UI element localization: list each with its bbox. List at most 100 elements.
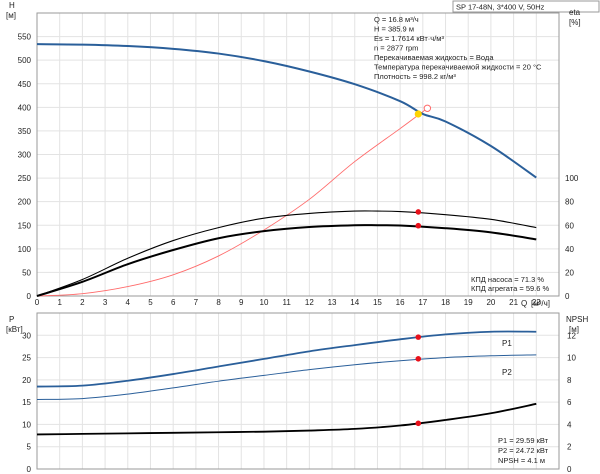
- operating-point-marker: [414, 110, 422, 118]
- npsh-axis-unit: [м]: [569, 325, 579, 334]
- x-tick-label: 18: [441, 298, 450, 307]
- x-tick-label: 20: [486, 298, 495, 307]
- unit-efficiency-curve: [36, 224, 537, 297]
- x-tick-label: 12: [305, 298, 314, 307]
- h-tick-label: 550: [18, 33, 32, 42]
- h-axis-name: H: [9, 1, 15, 10]
- npsh-tick-label: 10: [567, 354, 576, 363]
- h-tick-label: 150: [18, 221, 32, 230]
- npsh-tick-label: 4: [567, 420, 572, 429]
- eta-axis-unit: [%]: [569, 18, 581, 27]
- x-tick-label: 15: [373, 298, 382, 307]
- info-line: Es = 1.7614 кВт·ч/м³: [374, 34, 444, 43]
- pump-efficiency-marker: [415, 209, 422, 215]
- bottom-chart-frame: [36, 312, 560, 470]
- duty-point-info: Q = 16.8 м³/ч H = 385.9 м Es = 1.7614 кВ…: [374, 15, 542, 81]
- h-tick-label: 500: [18, 56, 32, 65]
- npsh-tick-label: 0: [567, 465, 572, 474]
- h-tick-label: 200: [18, 198, 32, 207]
- bottom-chart-grid: [36, 313, 559, 470]
- eta-axis-name: eta: [569, 8, 581, 17]
- top-chart-ticks: 0 1 2 3 4 5 6 7 8 9 10 11 12 13 14 15 16 17 18 19 20 21 220501…: [18, 33, 579, 307]
- system-curve: [36, 107, 428, 297]
- eta-tick-label: 60: [565, 221, 574, 230]
- x-tick-label: 10: [260, 298, 269, 307]
- q-axis-name: Q: [521, 299, 527, 308]
- h-tick-label: 250: [18, 174, 32, 183]
- info-line: Температура перекачиваемой жидкости = 20…: [374, 63, 542, 72]
- h-tick-label: 450: [18, 80, 32, 89]
- header-title: SP 17-48N, 3*400 V, 50Hz: [456, 3, 545, 12]
- h-tick-label: 100: [18, 245, 32, 254]
- info-line: Q = 16.8 м³/ч: [374, 15, 419, 24]
- npsh-text: NPSH = 4.1 м: [498, 456, 545, 465]
- p1-series-label: P1: [502, 339, 512, 348]
- info-line: Плотность = 998.2 кг/м³: [374, 72, 456, 81]
- npsh-axis-name: NPSH: [566, 315, 588, 324]
- p1-text: P1 = 29.59 кВт: [498, 436, 549, 445]
- x-tick-label: 4: [126, 298, 131, 307]
- h-tick-label: 350: [18, 127, 32, 136]
- x-tick-label: 3: [103, 298, 108, 307]
- h-tick-label: 300: [18, 151, 32, 160]
- header-box: [452, 0, 600, 13]
- p-tick-label: 0: [27, 465, 32, 474]
- npsh-tick-label: 12: [567, 331, 576, 340]
- h-tick-label: 400: [18, 103, 32, 112]
- p-tick-label: 20: [22, 376, 31, 385]
- eta-tick-label: 100: [565, 174, 579, 183]
- p-tick-label: 5: [27, 443, 32, 452]
- h-tick-label: 50: [22, 268, 31, 277]
- p-tick-label: 30: [22, 331, 31, 340]
- q-axis-unit: [м³/ч]: [531, 299, 550, 308]
- x-tick-label: 7: [194, 298, 199, 307]
- npsh-curve: [36, 402, 537, 436]
- efficiency-info: КПД насоса = 71.3 % КПД агрегата = 59.6 …: [471, 275, 549, 293]
- p2-marker: [415, 356, 422, 362]
- p-tick-label: 25: [22, 354, 31, 363]
- info-line: H = 385.9 м: [374, 25, 414, 34]
- x-tick-label: 21: [509, 298, 518, 307]
- eta-tick-label: 80: [565, 198, 574, 207]
- npsh-tick-label: 2: [567, 443, 572, 452]
- top-chart-frame: [36, 12, 560, 297]
- x-tick-label: 17: [418, 298, 427, 307]
- x-tick-label: 11: [282, 298, 291, 307]
- x-tick-label: 9: [239, 298, 244, 307]
- npsh-tick-label: 6: [567, 398, 572, 407]
- p2-curve: [36, 354, 537, 400]
- operating-point-ring: [423, 104, 432, 112]
- head-curve: [36, 43, 537, 179]
- h-tick-label: 0: [27, 292, 32, 301]
- eta-tick-label: 20: [565, 268, 574, 277]
- p1-curve: [36, 330, 537, 388]
- x-tick-label: 16: [396, 298, 405, 307]
- p-axis-unit: [кВт]: [6, 325, 23, 334]
- npsh-marker: [415, 420, 422, 427]
- x-tick-label: 13: [328, 298, 337, 307]
- eta-tick-label: 40: [565, 245, 574, 254]
- x-tick-label: 2: [80, 298, 85, 307]
- unit-efficiency-marker: [415, 222, 422, 229]
- p2-series-label: P2: [502, 368, 512, 377]
- pump-efficiency-curve: [36, 210, 537, 297]
- h-axis-unit: [м]: [6, 11, 16, 20]
- x-tick-label: 19: [464, 298, 473, 307]
- info-line: n = 2877 rpm: [374, 44, 418, 53]
- p-tick-label: 15: [22, 398, 31, 407]
- info-line: Перекачиваемая жидкость = Вода: [374, 53, 494, 62]
- x-tick-label: 0: [35, 298, 40, 307]
- x-tick-label: 14: [350, 298, 359, 307]
- x-tick-label: 8: [216, 298, 221, 307]
- bottom-chart-ticks: 0 5 10 15 20 25 30 0 2 4 6 8 10 12: [22, 331, 576, 474]
- p-axis-name: P: [9, 315, 14, 324]
- p-tick-label: 10: [22, 420, 31, 429]
- x-tick-label: 1: [57, 298, 62, 307]
- x-tick-label: 6: [171, 298, 176, 307]
- p2-text: P2 = 24.72 кВт: [498, 446, 549, 455]
- x-tick-label: 22: [532, 298, 541, 307]
- p1-marker: [415, 334, 422, 340]
- x-tick-label: 5: [148, 298, 153, 307]
